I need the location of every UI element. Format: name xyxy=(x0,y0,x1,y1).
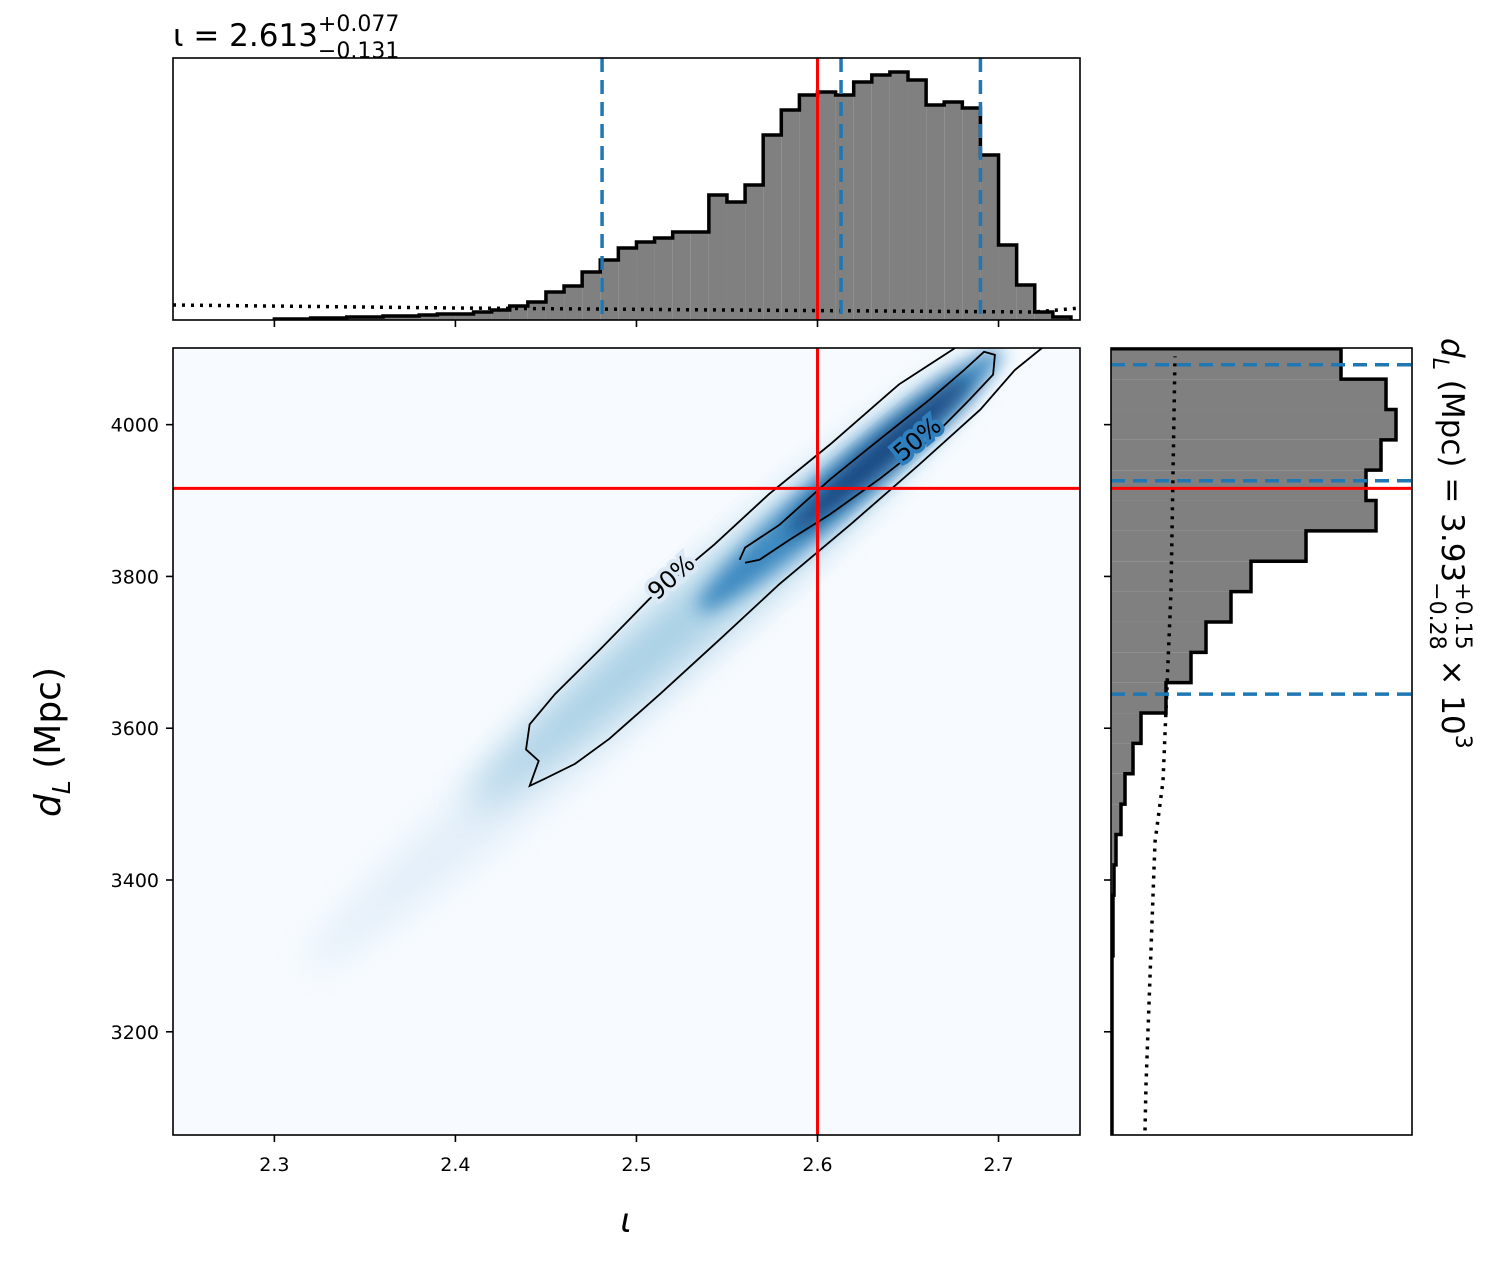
side-sub: L xyxy=(1427,358,1452,370)
hist-bar xyxy=(618,248,637,320)
hist-bar xyxy=(726,202,746,320)
hist-bar xyxy=(672,232,691,320)
hist-bar xyxy=(690,232,709,320)
title-lower: −0.131 xyxy=(318,39,399,64)
hist-bar xyxy=(1111,743,1133,774)
hist-bar xyxy=(708,195,727,320)
hist-bar xyxy=(1111,682,1166,714)
hist-bar xyxy=(835,95,854,320)
hist-bar xyxy=(600,260,619,320)
hist-bar xyxy=(1034,312,1053,320)
hist-bar xyxy=(437,314,456,320)
side-lower: −0.28 xyxy=(1424,582,1449,649)
hist-bar xyxy=(1111,561,1251,592)
hist-bar xyxy=(1111,439,1381,471)
right-frame xyxy=(1110,347,1413,1136)
main-frame xyxy=(172,347,1081,1136)
density-background xyxy=(173,348,1080,1135)
y-label-unit: (Mpc) xyxy=(28,667,69,780)
y-tick-label: 4000 xyxy=(111,415,159,437)
hist-bar xyxy=(527,302,546,320)
hist-bar xyxy=(853,82,872,320)
hist-bar xyxy=(1111,530,1306,562)
y-tick-label: 3200 xyxy=(111,1022,159,1044)
right-histogram xyxy=(1111,348,1412,1135)
y-tick-label: 3400 xyxy=(111,870,159,892)
prior-line xyxy=(1143,356,1177,1131)
x-tick-label: 2.6 xyxy=(802,1154,832,1176)
top-histogram xyxy=(173,58,1080,320)
top-frame xyxy=(172,57,1081,321)
hist-bar xyxy=(1111,773,1125,805)
hist-bar xyxy=(455,314,474,320)
hist-bar xyxy=(926,105,945,320)
y-axis-label: dL (Mpc) xyxy=(28,667,76,817)
hist-bar xyxy=(564,286,583,320)
hist-bar xyxy=(473,312,492,320)
hist-bar xyxy=(545,292,565,320)
hist-bar xyxy=(1111,470,1366,501)
hist-bar xyxy=(491,310,510,320)
hist-bar xyxy=(654,238,673,320)
y-tick-label: 3600 xyxy=(111,718,159,740)
hist-bar xyxy=(962,108,981,320)
hist-bar xyxy=(509,306,528,320)
x-axis-label: ι xyxy=(620,1201,632,1241)
contour-line xyxy=(525,348,1043,788)
hist-bar xyxy=(636,242,655,320)
side-tail: × 10 xyxy=(1434,650,1470,735)
title-main: ι = 2.613 xyxy=(173,18,318,54)
hist-bar xyxy=(1111,804,1121,835)
density-map xyxy=(303,348,1003,971)
hist-bar xyxy=(1111,834,1116,865)
side-upper: +0.15 xyxy=(1450,582,1475,649)
hist-bar xyxy=(1111,409,1396,440)
hist-bar xyxy=(799,95,818,320)
hist-bar xyxy=(871,75,890,320)
x-tick-label: 2.5 xyxy=(621,1154,651,1176)
hist-bar xyxy=(745,185,764,320)
side-title: dL (Mpc) = 3.93+0.15−0.28 × 103 xyxy=(1424,338,1475,749)
hist-bar xyxy=(582,272,601,320)
hist-bar xyxy=(401,316,420,320)
hist-bar xyxy=(817,92,836,320)
hist-bar xyxy=(383,316,402,320)
hist-bar xyxy=(889,72,909,320)
hist-bar xyxy=(419,315,438,320)
side-exp: 3 xyxy=(1450,735,1475,749)
hist-bar xyxy=(944,102,963,320)
hist-bar xyxy=(1111,621,1206,653)
side-unit: (Mpc) = 3.93 xyxy=(1434,370,1470,582)
x-tick-label: 2.3 xyxy=(259,1154,289,1176)
title-upper: +0.077 xyxy=(318,12,399,37)
side-symbol: d xyxy=(1434,338,1470,358)
hist-bar xyxy=(781,110,800,320)
hist-bar xyxy=(1111,379,1386,410)
y-label-symbol: d xyxy=(28,793,69,817)
x-tick-label: 2.4 xyxy=(440,1154,470,1176)
hist-bar xyxy=(1111,713,1141,744)
hist-bar xyxy=(1016,285,1035,320)
x-tick-label: 2.7 xyxy=(983,1154,1013,1176)
hist-bar xyxy=(998,245,1017,320)
density-core xyxy=(788,376,972,534)
y-label-sub: L xyxy=(47,780,76,794)
y-tick-label: 3800 xyxy=(111,566,159,588)
hist-bar xyxy=(1111,500,1376,531)
hist-bar xyxy=(763,135,782,320)
title: ι = 2.613+0.077 xyxy=(173,12,399,54)
hist-bar xyxy=(1111,652,1191,683)
hist-bar xyxy=(980,155,999,320)
hist-bar xyxy=(908,80,927,320)
hist-outline xyxy=(272,70,1073,320)
